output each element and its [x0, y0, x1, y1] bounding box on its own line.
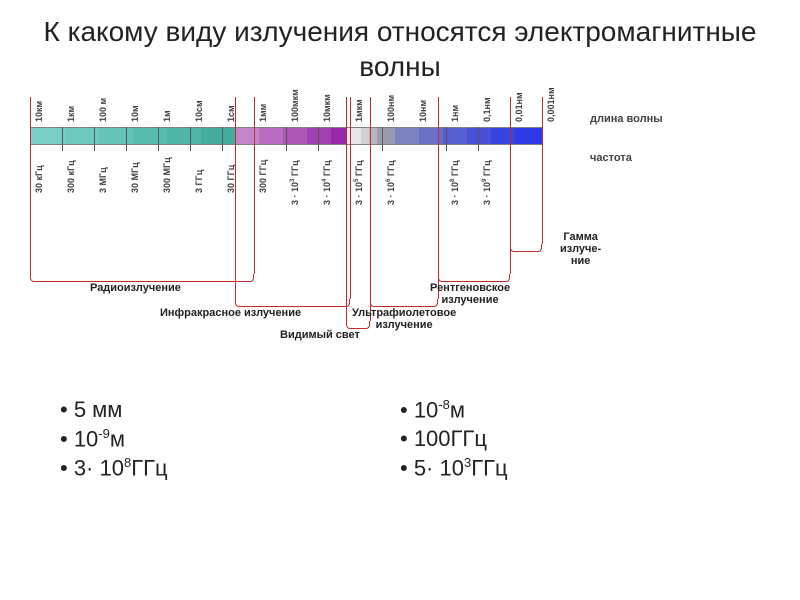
wavelength-tick: 100нм [386, 95, 396, 122]
spectrum-segment [235, 128, 259, 144]
spectrum-segment [201, 128, 235, 144]
bracket-line [30, 97, 31, 274]
spectrum-segment [395, 128, 419, 144]
wavelength-tick: 10мкм [322, 94, 332, 122]
spectrum-segment [361, 128, 369, 144]
spectrum-segment [99, 128, 133, 144]
frequency-tick: 30 кГц [34, 165, 44, 193]
radiation-type-label: Рентгеновскоеизлучение [430, 282, 510, 306]
bullet-column-left: • 5 мм • 10-9м • 3· 108ГГц [60, 394, 400, 485]
wavelength-tick: 1м [162, 110, 172, 122]
spectrum-segment [259, 128, 283, 144]
bracket [510, 244, 542, 252]
frequency-tick: 3 МГц [98, 167, 108, 193]
frequency-axis: 30 кГц300 кГц3 МГц30 МГц300 МГц3 ГГц30 Г… [30, 149, 770, 219]
freq-tick-line [158, 127, 159, 151]
bracket-line [346, 97, 347, 321]
wavelength-tick: 1мм [258, 104, 268, 122]
bullet-columns: • 5 мм • 10-9м • 3· 108ГГц • 10-8м • 100ГГц… [60, 394, 740, 485]
spectrum-segment [377, 128, 395, 144]
frequency-tick: 300 ГГц [258, 160, 268, 193]
wavelength-tick: 0,001нм [546, 87, 556, 122]
freq-tick-line [190, 127, 191, 151]
frequency-tick: 3 · 103 ГГц [290, 160, 300, 205]
freq-tick-line [222, 127, 223, 151]
frequency-tick: 3 · 106 ГГц [386, 160, 396, 205]
wavelength-tick: 100 м [98, 98, 108, 122]
wavelength-tick: 0,1нм [482, 97, 492, 122]
bracket-line [438, 97, 439, 274]
freq-tick-line [478, 127, 479, 151]
bracket-line [510, 97, 511, 244]
bracket-line [370, 97, 371, 299]
frequency-tick: 3 · 109 ГГц [482, 160, 492, 205]
freq-tick-line [126, 127, 127, 151]
bracket [235, 299, 350, 307]
spectrum-segment [167, 128, 201, 144]
bullet-item: • 10-9м [60, 426, 400, 452]
radiation-type-label: Ультрафиолетовоеизлучение [352, 307, 456, 331]
bracket-line [542, 97, 543, 244]
em-spectrum-diagram: 10км1км100 м10м1м10см1см1мм100мкм10мкм1м… [30, 98, 770, 388]
bracket-line [350, 97, 351, 299]
wavelength-tick: 1мкм [354, 99, 364, 122]
freq-tick-line [286, 127, 287, 151]
freq-tick-line [382, 127, 383, 151]
bullet-column-right: • 10-8м • 100ГГц • 5· 103ГГц [400, 394, 740, 485]
frequency-tick: 3 ГГц [194, 170, 204, 193]
bullet-item: • 5· 103ГГц [400, 455, 740, 481]
freq-tick-line [94, 127, 95, 151]
frequency-tick: 3 · 105 ГГц [354, 160, 364, 205]
freq-tick-line [318, 127, 319, 151]
wavelength-tick: 10нм [418, 100, 428, 122]
bracket [438, 274, 510, 282]
spectrum-segment [31, 128, 65, 144]
wavelength-tick: 10см [194, 100, 204, 122]
frequency-tick: 300 МГц [162, 157, 172, 193]
freq-tick-line [62, 127, 63, 151]
wavelength-tick: 0,01нм [514, 92, 524, 122]
wavelength-tick: 1км [66, 106, 76, 122]
bracket-line [235, 97, 236, 299]
freq-tick-line [446, 127, 447, 151]
spectrum-segment [331, 128, 347, 144]
bullet-item: • 3· 108ГГц [60, 455, 400, 481]
bracket [30, 274, 254, 282]
bracket [370, 299, 438, 307]
frequency-tick: 3 · 104 ГГц [322, 160, 332, 205]
bullet-item: • 10-8м [400, 397, 740, 423]
spectrum-segment [133, 128, 167, 144]
frequency-tick: 3 · 108 ГГц [450, 160, 460, 205]
wavelength-axis-label: длина волны [590, 113, 663, 125]
wavelength-tick: 10км [34, 101, 44, 122]
wavelength-tick: 100мкм [290, 89, 300, 122]
radiation-type-label: Гаммаизлуче-ние [560, 231, 601, 267]
radiation-type-label: Инфракрасное излучение [160, 307, 301, 319]
spectrum-segment [491, 128, 515, 144]
frequency-tick: 30 МГц [130, 162, 140, 193]
radiation-type-label: Радиоизлучение [90, 282, 181, 294]
spectrum-segment [515, 128, 543, 144]
frequency-tick: 300 кГц [66, 160, 76, 193]
bullet-item: • 5 мм [60, 397, 400, 423]
radiation-type-label: Видимый свет [280, 329, 360, 341]
spectrum-segment [419, 128, 443, 144]
spectrum-segment [307, 128, 331, 144]
radiation-brackets: Радиоизлучение Инфракрасное излучение Види… [30, 219, 770, 369]
bracket-line [254, 97, 255, 274]
spectrum-segment [467, 128, 491, 144]
bullet-item: • 100ГГц [400, 426, 740, 452]
slide-title: К какому виду излучения относятся электр… [0, 0, 800, 90]
wavelength-tick: 10м [130, 105, 140, 122]
wavelength-tick: 1нм [450, 105, 460, 122]
